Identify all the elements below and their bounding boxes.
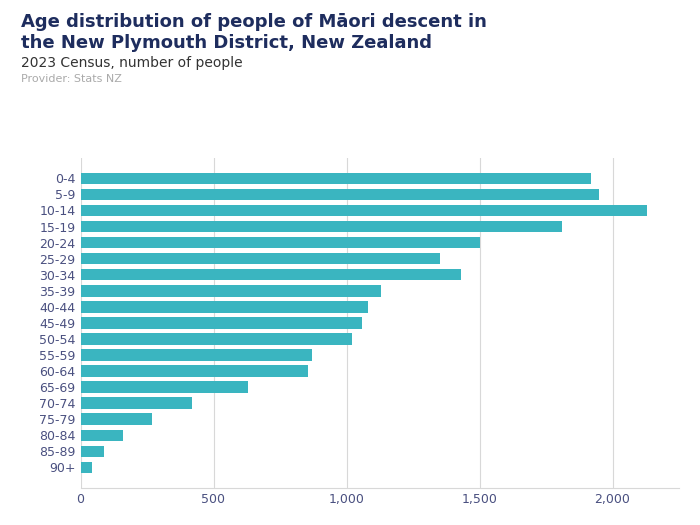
Bar [80, 381, 248, 393]
Bar [80, 173, 592, 184]
Text: the New Plymouth District, New Zealand: the New Plymouth District, New Zealand [21, 34, 432, 52]
Bar [80, 429, 123, 441]
Bar [80, 205, 647, 216]
Bar [80, 253, 440, 265]
Bar [80, 397, 193, 409]
Bar [80, 317, 363, 329]
Bar [80, 285, 381, 297]
Text: Provider: Stats NZ: Provider: Stats NZ [21, 74, 122, 83]
Bar [80, 446, 104, 457]
Bar [80, 237, 480, 248]
Bar [80, 365, 308, 377]
Text: 2023 Census, number of people: 2023 Census, number of people [21, 56, 243, 70]
Bar [80, 414, 153, 425]
Bar [80, 220, 562, 232]
Text: figure.nz: figure.nz [587, 24, 664, 38]
Bar [80, 269, 461, 280]
Bar [80, 349, 312, 361]
Bar [80, 188, 599, 200]
Text: Age distribution of people of Māori descent in: Age distribution of people of Māori desc… [21, 13, 487, 31]
Bar [80, 461, 92, 473]
Bar [80, 301, 368, 312]
Bar [80, 333, 352, 345]
